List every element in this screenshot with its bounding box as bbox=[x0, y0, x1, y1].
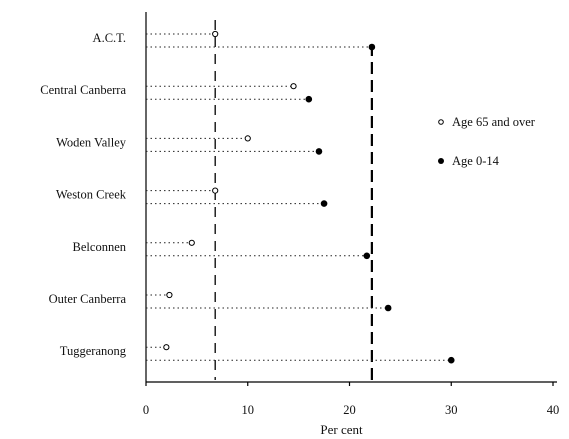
category-label: A.C.T. bbox=[93, 31, 126, 45]
marker-age-0-14 bbox=[363, 252, 371, 260]
legend-marker-age-0-14 bbox=[438, 158, 444, 164]
legend-label-age-65-and-over: Age 65 and over bbox=[452, 115, 536, 129]
x-tick-label: 0 bbox=[143, 403, 149, 417]
category-label: Weston Creek bbox=[56, 188, 127, 202]
marker-age-0-14 bbox=[447, 356, 455, 364]
legend-marker-age-65-and-over bbox=[438, 119, 444, 125]
category-label: Central Canberra bbox=[40, 83, 126, 97]
x-tick-label: 10 bbox=[242, 403, 255, 417]
x-tick-label: 40 bbox=[547, 403, 560, 417]
marker-age-65-and-over bbox=[188, 239, 195, 246]
marker-age-65-and-over bbox=[212, 30, 219, 38]
category-label: Belconnen bbox=[73, 240, 127, 254]
marker-age-0-14 bbox=[320, 200, 328, 207]
legend-label-age-0-14: Age 0-14 bbox=[452, 154, 500, 168]
marker-age-65-and-over bbox=[212, 187, 219, 194]
marker-age-65-and-over bbox=[163, 344, 170, 351]
marker-age-65-and-over bbox=[244, 135, 251, 142]
x-tick-label: 30 bbox=[445, 403, 458, 417]
plot-area: 0 10 20 30 40 A.C.T. Central Canberra Woden Val… bbox=[40, 12, 559, 417]
marker-age-65-and-over bbox=[290, 83, 297, 90]
marker-age-0-14 bbox=[368, 43, 376, 51]
x-tick-label: 20 bbox=[343, 403, 356, 417]
x-axis-title: Per cent bbox=[320, 422, 363, 437]
category-label: Tuggeranong bbox=[60, 344, 127, 358]
marker-age-0-14 bbox=[315, 148, 323, 155]
category-label: Woden Valley bbox=[56, 135, 127, 149]
category-label: Outer Canberra bbox=[49, 292, 127, 306]
marker-age-0-14 bbox=[384, 304, 392, 312]
marker-age-0-14 bbox=[305, 95, 313, 103]
marker-age-65-and-over bbox=[166, 291, 173, 299]
